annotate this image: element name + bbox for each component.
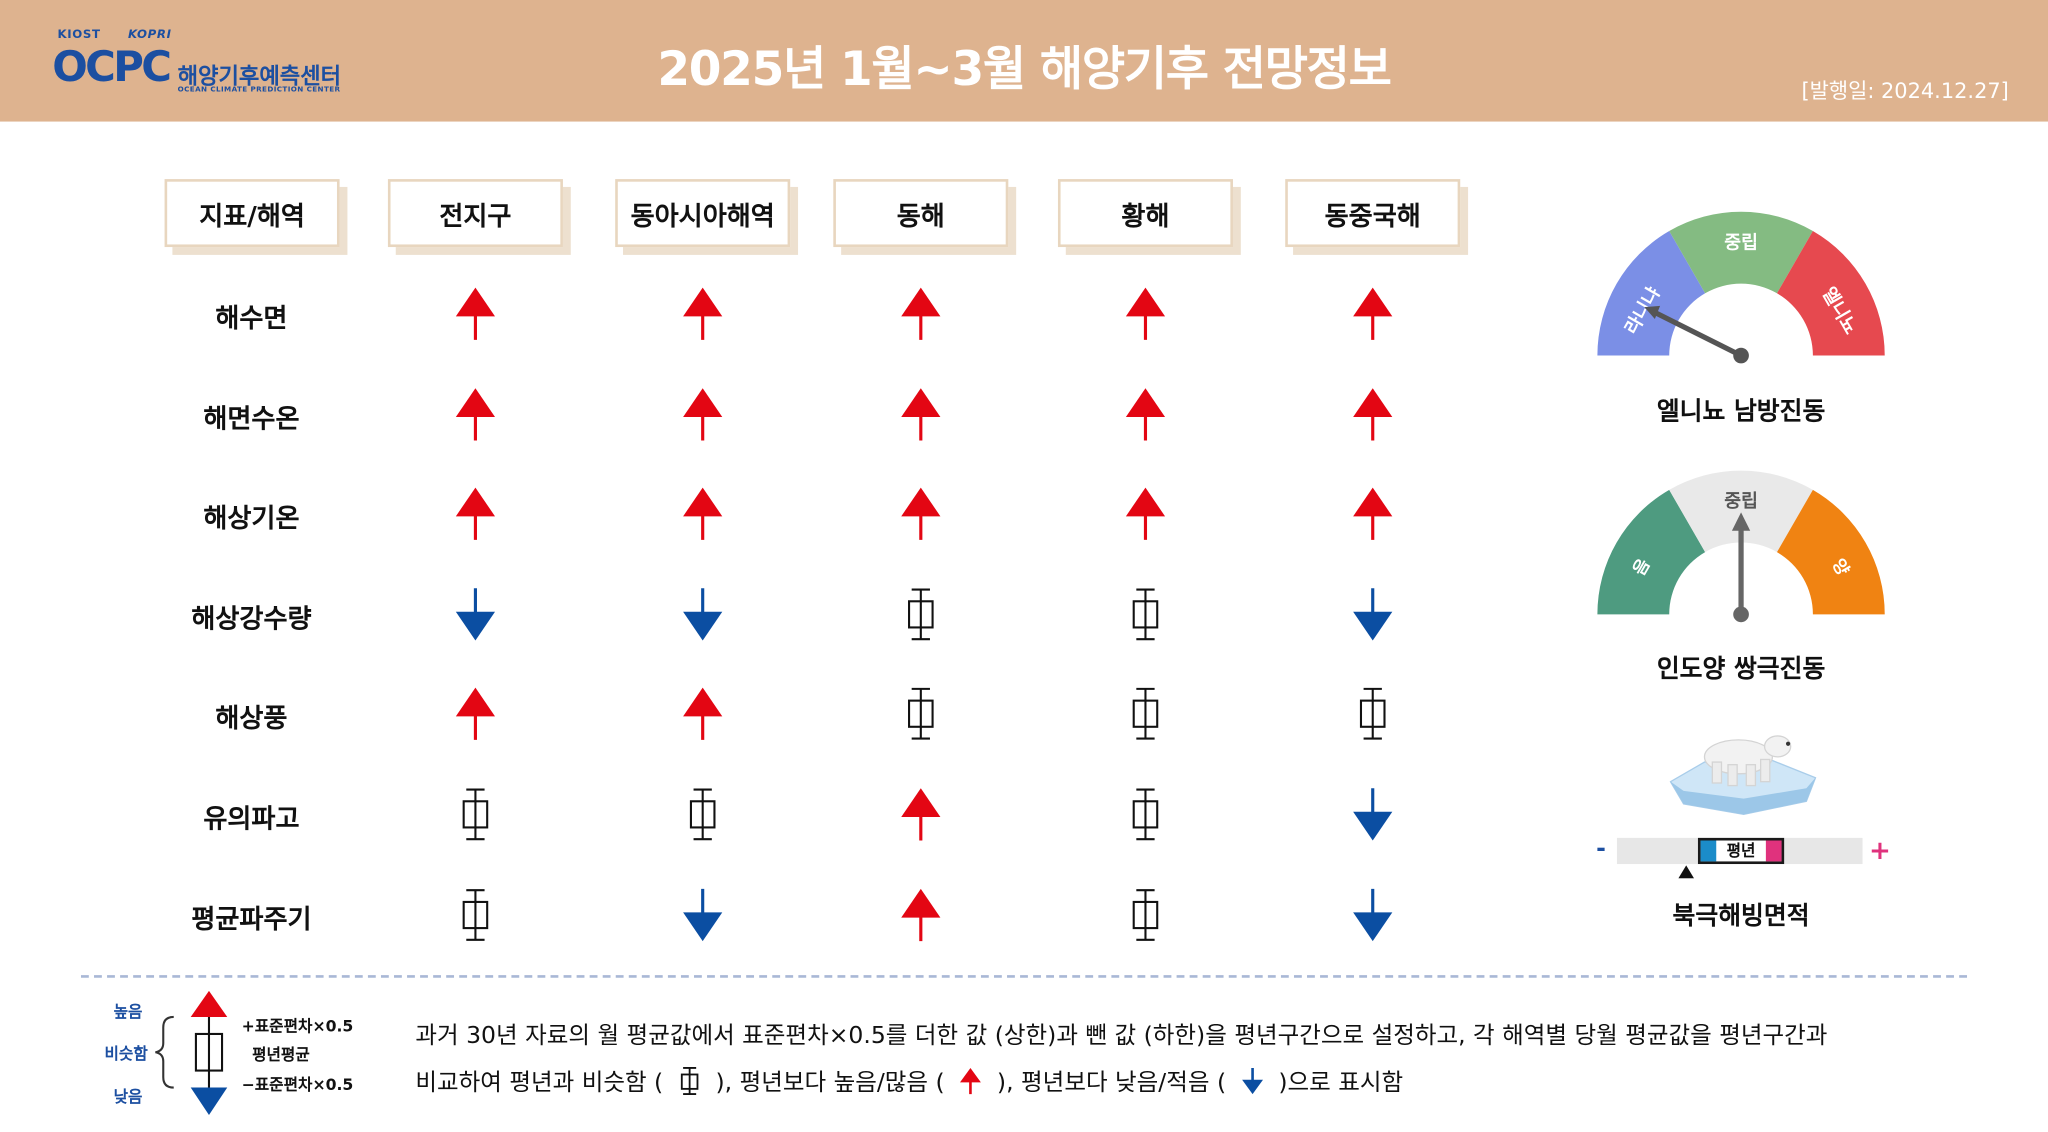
sea-ice-marker-icon <box>1678 865 1695 879</box>
up-arrow-icon <box>1122 386 1169 444</box>
row-label-3: 해상강수량 <box>191 602 312 634</box>
up-arrow-icon <box>452 386 499 444</box>
page-title: 2025년 1월~3월 해양기후 전망정보 <box>657 43 1392 97</box>
row-label-0: 해수면 <box>215 301 288 334</box>
normal-range-icon <box>1349 685 1396 743</box>
up-arrow-icon <box>679 485 726 543</box>
legend-scale-icon <box>190 990 228 1116</box>
column-header-1: 전지구 <box>387 179 563 248</box>
column-header-0: 지표/해역 <box>164 179 340 248</box>
down-arrow-icon <box>679 586 726 644</box>
row-label-1: 해면수온 <box>203 402 300 434</box>
down-arrow-icon <box>452 586 499 644</box>
column-header-3: 동해 <box>833 179 1009 248</box>
normal-range-icon <box>452 886 499 944</box>
column-header-2: 동아시아해역 <box>615 179 791 248</box>
enso-needle <box>1653 310 1743 358</box>
down-arrow-icon <box>1349 786 1396 844</box>
legend-line-2b: ), 평년보다 높음/많음 ( <box>715 1069 945 1097</box>
row-label-5: 유의파고 <box>203 802 300 834</box>
up-arrow-icon <box>679 386 726 444</box>
legend-line-2a: 비교하여 평년과 비슷함 ( <box>415 1069 664 1097</box>
enso-neutral-label: 중립 <box>1724 231 1758 253</box>
logo-ocpc: OCPC <box>52 41 172 92</box>
iod-label: 인도양 쌍극진동 <box>1656 654 1826 684</box>
legend-plus-sd: +표준편차×0.5 <box>241 1016 354 1036</box>
column-header-4: 황해 <box>1057 179 1233 248</box>
up-arrow-icon <box>679 285 726 343</box>
legend-down-arrow-icon <box>1241 1067 1263 1095</box>
up-arrow-icon <box>452 285 499 343</box>
logo-kiost: KIOST <box>57 28 101 42</box>
sea-ice-label: 북극해빙면적 <box>1672 901 1810 931</box>
enso-needle-tip <box>1644 305 1661 319</box>
enso-la-nina-segment <box>1597 231 1706 356</box>
legend-line-2c: ), 평년보다 낮음/적음 ( <box>996 1069 1227 1097</box>
legend-up-arrow-icon <box>960 1067 982 1095</box>
normal-range-icon <box>1122 586 1169 644</box>
up-arrow-icon <box>897 285 944 343</box>
legend-similar-label: 비슷함 <box>104 1044 148 1063</box>
up-arrow-icon <box>897 886 944 944</box>
iod-needle-tip <box>1731 512 1751 531</box>
up-arrow-icon <box>1122 485 1169 543</box>
normal-range-icon <box>1122 886 1169 944</box>
up-arrow-icon <box>1349 386 1396 444</box>
normal-range-icon <box>1122 685 1169 743</box>
legend-high-label: 높음 <box>113 1002 143 1021</box>
normal-range-icon <box>1122 786 1169 844</box>
normal-range-icon <box>897 586 944 644</box>
publish-date: [발행일: 2024.12.27] <box>1801 78 2009 104</box>
legend-minus-sd: −표준편차×0.5 <box>241 1075 354 1095</box>
legend-line-1: 과거 30년 자료의 월 평균값에서 표준편차×0.5를 더한 값 (상한)과 … <box>415 1022 1828 1050</box>
enso-needle-hub <box>1733 347 1749 364</box>
iod-needle-hub <box>1733 606 1749 623</box>
sea-ice-normal-label: 평년 <box>1726 841 1756 861</box>
logo-name-en: OCEAN CLIMATE PREDICTION CENTER <box>177 86 341 95</box>
legend-low-label: 낮음 <box>113 1087 143 1106</box>
iod-positive-segment <box>1776 489 1885 615</box>
up-arrow-icon <box>897 386 944 444</box>
up-arrow-icon <box>1122 285 1169 343</box>
up-arrow-icon <box>452 685 499 743</box>
normal-range-icon <box>897 685 944 743</box>
enso-neutral-segment <box>1669 211 1813 294</box>
up-arrow-icon <box>452 485 499 543</box>
legend-brace-icon <box>155 1015 174 1089</box>
iod-gauge: 중립 음 양 <box>1597 470 1885 623</box>
column-header-5: 동중국해 <box>1285 179 1461 248</box>
up-arrow-icon <box>1349 285 1396 343</box>
legend-line-2: 비교하여 평년과 비슷함 ( ), 평년보다 높음/많음 ( ), 평년보다 낮… <box>415 1064 1403 1098</box>
polar-bear-icon <box>1669 735 1817 816</box>
legend-divider <box>80 975 1968 978</box>
legend-normal-icon <box>680 1067 699 1096</box>
ocpc-logo: KIOST KOPRI OCPC 해양기후예측센터 OCEAN CLIMATE … <box>52 29 379 107</box>
enso-el-nino-segment <box>1776 231 1885 356</box>
down-arrow-icon <box>1349 886 1396 944</box>
up-arrow-icon <box>897 786 944 844</box>
row-label-2: 해상기온 <box>203 501 300 534</box>
sea-ice-plus: + <box>1869 833 1891 866</box>
logo-name-ko: 해양기후예측센터 <box>177 64 342 91</box>
iod-negative-segment <box>1597 489 1706 615</box>
legend-mean: 평년평균 <box>252 1045 310 1065</box>
down-arrow-icon <box>679 886 726 944</box>
sea-ice-minus: - <box>1596 835 1606 863</box>
iod-neutral-label: 중립 <box>1724 490 1758 512</box>
down-arrow-icon <box>1349 586 1396 644</box>
enso-gauge: 중립 라니냐 엘니뇨 <box>1597 211 1885 364</box>
up-arrow-icon <box>679 685 726 743</box>
iod-neutral-segment <box>1669 470 1813 553</box>
row-label-4: 해상풍 <box>215 701 288 734</box>
legend-line-2d: )으로 표시함 <box>1278 1069 1404 1097</box>
normal-range-icon <box>679 786 726 844</box>
up-arrow-icon <box>1349 485 1396 543</box>
enso-label: 엘니뇨 남방진동 <box>1656 397 1826 427</box>
normal-range-icon <box>452 786 499 844</box>
header-bar: KIOST KOPRI OCPC 해양기후예측센터 OCEAN CLIMATE … <box>0 0 2048 122</box>
row-label-6: 평균파주기 <box>191 903 312 935</box>
logo-kopri: KOPRI <box>127 28 172 42</box>
up-arrow-icon <box>897 485 944 543</box>
